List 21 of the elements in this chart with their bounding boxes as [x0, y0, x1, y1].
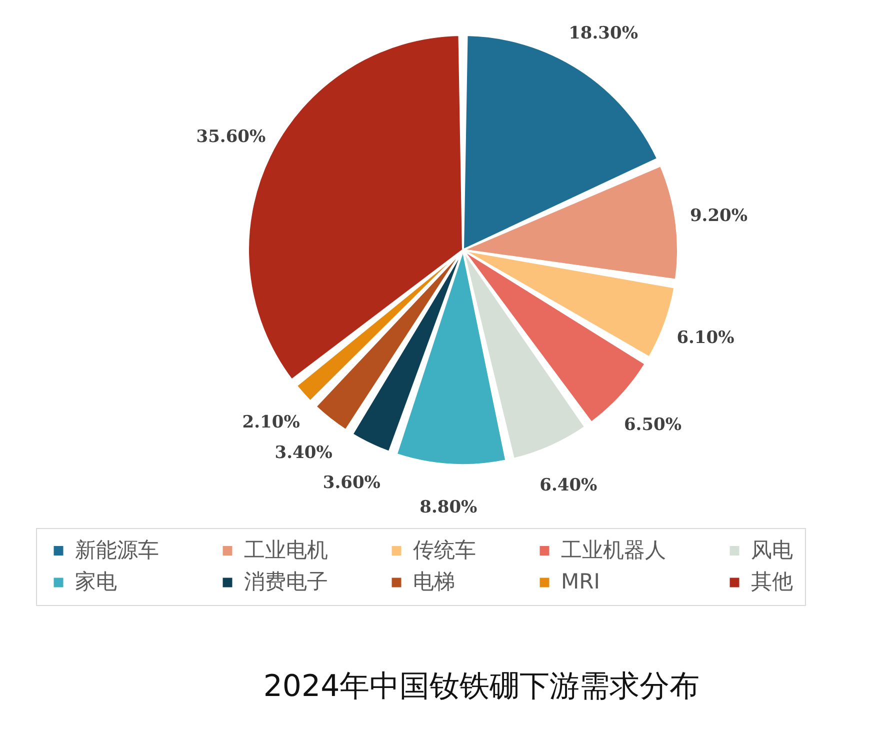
data-label: 35.60%	[196, 127, 266, 148]
legend-label: 工业机器人	[561, 538, 666, 562]
data-label: 8.80%	[420, 498, 478, 518]
legend-label: 消费电子	[244, 570, 328, 594]
data-label: 18.30%	[568, 23, 638, 44]
data-label: 9.20%	[690, 206, 748, 226]
legend-label: 传统车	[413, 538, 476, 562]
legend-label: 家电	[75, 570, 117, 594]
legend-label: 电梯	[413, 570, 455, 594]
legend-label: 风电	[751, 538, 793, 562]
data-label: 3.40%	[274, 442, 332, 463]
text: 2024年中国钕铁硼下游需求分布	[263, 669, 700, 704]
data-label: 3.60%	[322, 472, 380, 493]
legend-label: 工业电机	[244, 538, 328, 562]
legend-label: 其他	[751, 570, 793, 594]
legend-label: MRI	[561, 570, 600, 594]
data-label: 6.10%	[676, 328, 734, 348]
legend-label: 新能源车	[75, 538, 159, 562]
data-label: 2.10%	[242, 412, 300, 432]
data-label: 6.40%	[540, 475, 598, 496]
data-label: 6.50%	[624, 414, 682, 435]
